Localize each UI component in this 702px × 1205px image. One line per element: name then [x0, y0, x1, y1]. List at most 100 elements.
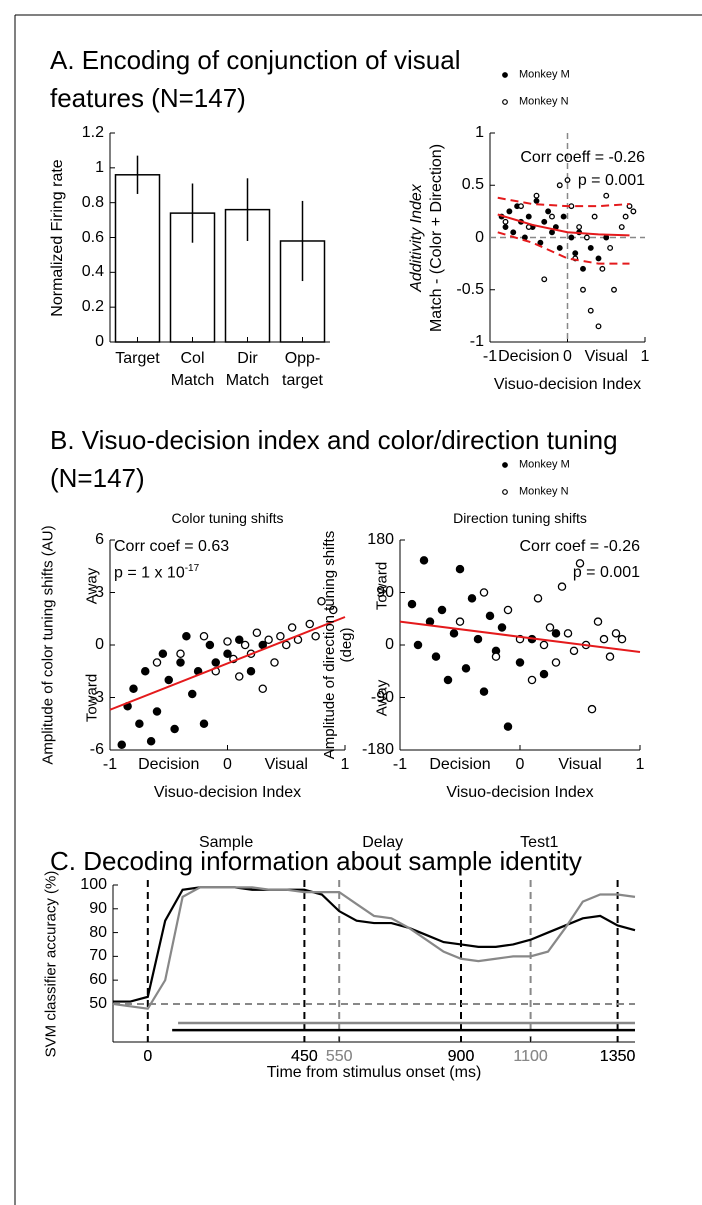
point	[533, 192, 540, 199]
y-tick-label: -90	[370, 688, 394, 706]
y-tick-label: -1	[469, 332, 484, 350]
epoch-label: Test1	[520, 833, 559, 851]
series-line	[113, 886, 636, 1003]
point	[539, 669, 549, 679]
y-tick-label: 0.2	[81, 297, 104, 315]
y-axis-label: Amplitude of color tuning shifts (AU)	[39, 525, 57, 765]
annotation: Corr coeff = -0.26	[520, 148, 645, 166]
x-tick-label: 0	[223, 755, 232, 773]
direction-label: Away	[373, 679, 391, 716]
annotation: Corr coef = -0.26	[519, 537, 641, 555]
y-tick-label: 0.5	[461, 176, 484, 194]
point	[317, 597, 326, 606]
point	[479, 588, 489, 597]
point	[252, 628, 262, 638]
confidence-line	[497, 196, 630, 208]
y-tick-label: 0.8	[81, 193, 104, 211]
x-tick-label: 550	[325, 1047, 353, 1065]
direction-label: Visual	[558, 755, 602, 773]
point	[449, 629, 459, 638]
point	[199, 719, 209, 729]
point	[569, 646, 579, 656]
point	[431, 652, 441, 661]
y-tick-label: 70	[89, 947, 107, 965]
legend-marker	[502, 99, 508, 105]
point	[170, 724, 179, 734]
point	[545, 623, 555, 632]
point	[630, 208, 637, 215]
point	[223, 649, 232, 659]
point	[240, 640, 250, 650]
point	[549, 213, 555, 220]
x-tick-label: -1	[392, 755, 408, 773]
annotation: p = 0.001	[577, 171, 645, 189]
direction-label: Decision	[498, 347, 560, 365]
x-tick-label: 1	[340, 755, 350, 773]
y-tick-label: 100	[80, 875, 107, 893]
y-tick-label: -3	[89, 688, 104, 706]
point	[117, 740, 127, 750]
point	[502, 218, 509, 225]
y-tick-label: 6	[95, 530, 104, 548]
point	[287, 623, 297, 632]
point	[270, 658, 279, 667]
x-tick-label: 0	[143, 1047, 153, 1065]
y-tick-label: 90	[89, 899, 107, 917]
point	[281, 640, 291, 650]
point	[537, 239, 544, 246]
x-tick-label: 550	[325, 1047, 353, 1065]
point	[556, 244, 563, 251]
direction-label: Toward	[83, 673, 101, 722]
y-tick-label: -180	[361, 740, 394, 758]
x-tick-label: Target	[115, 350, 160, 367]
point	[533, 594, 543, 603]
direction-label: Decision	[429, 755, 491, 773]
point	[135, 719, 144, 729]
point	[152, 707, 162, 716]
point	[506, 208, 513, 215]
point	[583, 234, 590, 241]
direction-label: Visual	[264, 755, 308, 773]
point	[211, 658, 220, 667]
point	[580, 265, 586, 272]
y-tick-label: 3	[95, 583, 104, 601]
point	[497, 623, 507, 632]
x-tick-label: -1	[102, 755, 118, 773]
y-tick-label: 0	[385, 635, 394, 653]
y-tick-label: 90	[376, 583, 394, 601]
point	[556, 182, 563, 189]
y-axis-label: Match - (Color + Direction)	[427, 143, 445, 332]
y-tick-label: 50	[89, 994, 107, 1012]
point	[518, 203, 524, 210]
point	[223, 637, 232, 646]
point	[576, 224, 583, 230]
point	[525, 213, 532, 220]
epoch-label: Delay	[362, 833, 404, 851]
x-axis-label: Visuo-decision Index	[446, 783, 594, 801]
point	[467, 594, 477, 603]
point	[595, 323, 602, 330]
point	[591, 213, 598, 220]
legend-marker	[502, 489, 508, 495]
annotation: p = 0.001	[572, 563, 640, 581]
x-tick-label: 900	[447, 1047, 475, 1065]
point	[246, 667, 256, 676]
point	[176, 658, 185, 667]
point	[587, 244, 594, 251]
fit-line	[497, 213, 630, 237]
epoch-label: Sample	[198, 833, 254, 851]
legend-label: Monkey M	[519, 458, 570, 471]
direction-label: Visual	[584, 347, 628, 365]
point	[580, 286, 586, 293]
panel-title: A. Encoding of conjunction of visual fea…	[50, 45, 461, 113]
point	[146, 737, 156, 746]
point	[276, 632, 285, 641]
x-tick-label: 1100	[513, 1047, 548, 1065]
point	[258, 684, 267, 694]
direction-label: Away	[83, 567, 101, 605]
y-axis-label: Amplitude of direction tuning shifts (de…	[320, 530, 355, 760]
x-axis-label: Visuo-decision Index	[493, 375, 642, 393]
y-axis-label: Additivity Index	[407, 183, 425, 292]
